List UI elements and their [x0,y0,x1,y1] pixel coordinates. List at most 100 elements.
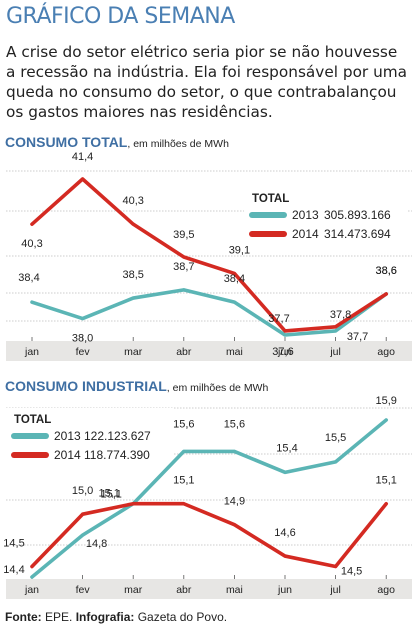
data-point-2014 [131,502,135,506]
legend-value-2013: 305.893.166 [324,208,391,222]
chart-title: CONSUMO TOTAL, em milhões de MWh [5,134,229,150]
data-point-2013 [182,449,186,453]
data-point-2013 [30,300,34,304]
data-point-2013 [131,296,135,300]
data-label-2014-ago: 38,6 [375,265,396,277]
data-label-2014-abr: 39,5 [173,229,194,241]
data-point-2013 [81,533,85,537]
x-tick-label-mar: mar [124,346,143,358]
chart-title-main: CONSUMO INDUSTRIAL [5,378,167,394]
x-tick-label-jan: jan [24,584,39,596]
legend-label-2013: 2013 [292,208,319,222]
source-label: Fonte: [5,610,42,624]
chart-title-subtitle: , em milhões de MWh [127,138,229,150]
data-point-2013 [232,449,236,453]
data-label-2013-mai: 38,4 [224,273,245,285]
data-label-2014-jun: 37,7 [268,313,289,325]
data-label-2014-mar: 40,3 [122,195,143,207]
data-point-2014 [232,271,236,275]
x-tick-label-abr: abr [176,584,192,596]
chart-title: CONSUMO INDUSTRIAL, em milhões de MWh [5,378,268,394]
data-label-2014-jan: 40,3 [21,238,42,250]
x-tick-label-fev: fev [76,584,91,596]
page-title: GRÁFICO DA SEMANA [6,4,235,29]
chart-industrial-consumption: CONSUMO INDUSTRIAL, em milhões de MWh jan… [3,378,412,599]
data-point-2014 [384,292,388,296]
series-line-2013 [30,418,389,579]
legend-value-2014: 314.473.694 [324,227,391,241]
x-tick-label-jun: jun [277,346,292,358]
data-point-2014 [283,329,287,333]
x-tick-label-fev: fev [76,346,91,358]
data-label-2013-fev: 38,0 [72,333,93,345]
footer-credits: Fonte: EPE. Infografia: Gazeta do Povo. [5,610,227,624]
data-label-2013-ago: 38,6 [375,265,396,277]
data-label-2014-fev: 41,4 [72,151,93,163]
data-point-2013 [81,317,85,321]
legend-label-2014: 2014 [292,227,319,241]
data-point-2014 [30,565,34,569]
chart-title-main: CONSUMO TOTAL [5,134,128,150]
data-label-2013-jun: 15,4 [276,442,297,454]
series-line-2014 [30,177,389,333]
data-label-2013-jan: 14,4 [3,564,24,576]
data-point-2013 [334,329,338,333]
data-point-2014 [131,222,135,226]
x-tick-label-jun: jun [277,584,292,596]
data-label-2013-jan: 38,4 [18,272,39,284]
data-point-2014 [81,512,85,516]
legend-label-2013: 2013 [54,429,81,443]
x-tick-label-ago: ago [377,346,395,358]
data-label-2013-jun: 37,6 [272,346,293,358]
data-point-2014 [334,565,338,569]
legend-value-2013: 122.123.627 [84,429,151,443]
data-label-2013-mar: 15,1 [100,489,121,501]
x-tick-label-jul: jul [329,346,341,358]
data-label-2013-abr: 38,7 [173,261,194,273]
data-label-2014-jan: 14,5 [3,538,24,550]
data-label-2013-fev: 14,8 [86,538,107,550]
data-label-2014-mai: 14,9 [224,496,245,508]
data-label-2014-mar: 15,1 [98,488,119,500]
x-tick-label-ago: ago [377,584,395,596]
data-point-2013 [232,300,236,304]
category-band [6,341,412,361]
legend-title: TOTAL [14,414,51,426]
legend-label-2014: 2014 [54,448,81,462]
data-label-2013-mai: 15,6 [224,418,245,430]
data-point-2013 [384,418,388,422]
data-label-2014-jul: 37,8 [330,309,351,321]
data-point-2014 [384,502,388,506]
x-tick-label-mai: mai [226,584,243,596]
legend-value-2014: 118.774.390 [84,448,150,462]
category-band [6,579,412,599]
series-line-2014 [30,501,389,569]
data-label-2013-ago: 15,9 [375,395,396,407]
data-label-2014-jul: 14,5 [341,566,362,578]
data-label-2013-mar: 38,5 [122,269,143,281]
data-label-2014-jun: 14,6 [274,527,295,539]
x-tick-label-abr: abr [176,346,192,358]
data-point-2013 [182,288,186,292]
infographic-value: Gazeta do Povo. [137,610,228,624]
data-point-2014 [182,255,186,259]
data-label-2014-fev: 15,0 [72,485,93,497]
data-point-2014 [334,325,338,329]
data-point-2014 [182,502,186,506]
series-line-2013 [30,288,389,337]
data-point-2013 [283,470,287,474]
data-point-2014 [283,554,287,558]
data-label-2013-jul: 15,5 [325,432,346,444]
data-label-2013-abr: 15,6 [173,418,194,430]
data-point-2013 [283,333,287,337]
data-point-2014 [232,523,236,527]
legend-title: TOTAL [252,193,289,205]
source-value: EPE. [45,610,73,624]
data-point-2013 [334,460,338,464]
data-point-2013 [30,575,34,579]
chart-total-consumption: CONSUMO TOTAL, em milhões de MWh jan fev ma… [5,134,412,361]
x-tick-label-jan: jan [24,346,39,358]
x-tick-label-jul: jul [329,584,341,596]
x-tick-label-mai: mai [226,346,243,358]
